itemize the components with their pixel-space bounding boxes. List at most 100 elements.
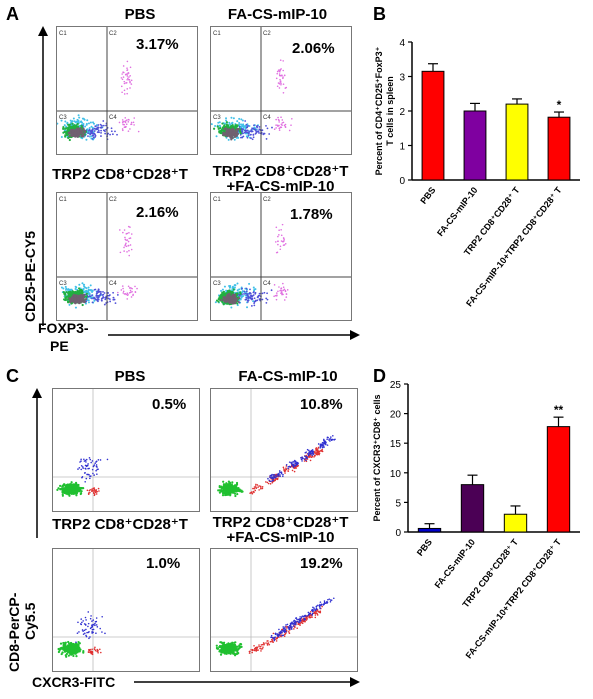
significance-marker: ** [554, 403, 564, 417]
event-dots [67, 127, 87, 138]
axis-label-a-x-line1: FOXP3- [38, 320, 89, 336]
event-dots [270, 597, 335, 642]
event-dots [57, 640, 85, 658]
flow-title-c-fa-cs-mip10: FA-CS-mIP-10 [238, 368, 338, 385]
y-axis-label: Percent of CXCR3⁺CD8⁺ cells [372, 394, 382, 521]
event-dots [273, 116, 293, 132]
bar [546, 426, 571, 533]
flow-percent-a-trp2-combo: 1.78% [290, 206, 333, 223]
bar [460, 484, 485, 533]
panel-letter-b: B [373, 4, 386, 24]
flow-percent-c-trp2: 1.0% [146, 555, 181, 572]
flow-plot-c-fa-cs [210, 388, 358, 512]
x-tick-label: FA-CS-mIP-10+TRP2 CD8⁺CD28⁺ T [464, 537, 564, 661]
y-tick-label: 0 [395, 528, 401, 539]
flow-plot-a-fa-cs: C1 C2 C3 C4 [210, 26, 352, 155]
quadrant-label: C3 [213, 281, 221, 287]
y-tick-label: 1 [399, 142, 405, 153]
event-dots [267, 434, 336, 483]
y-tick-label: 15 [390, 439, 402, 450]
event-dots [117, 285, 138, 300]
bar [463, 110, 487, 181]
quadrant-label: C3 [59, 115, 67, 121]
flow-plot-a-trp2: C1 C2 C3 C4 [56, 192, 198, 321]
axis-label-a-x-line2: PE [50, 338, 69, 354]
flow-percent-c-fa-cs: 10.8% [300, 396, 343, 413]
axis-arrow-c-x [134, 677, 360, 687]
flow-percent-c-pbs: 0.5% [152, 396, 187, 413]
axis-label-c-x: CXCR3-FITC [32, 674, 116, 690]
x-tick-label: FA-CS-mIP-10 [433, 537, 478, 590]
event-dots [56, 481, 85, 497]
event-dots [119, 225, 133, 257]
quadrant-label: C4 [109, 281, 117, 287]
significance-marker: * [557, 98, 562, 112]
x-tick-label: PBS [418, 185, 437, 206]
y-tick-label: 4 [399, 38, 405, 49]
flow-plot-c-trp2 [52, 548, 200, 672]
quadrant-label: C1 [59, 31, 67, 37]
event-dots [220, 292, 241, 305]
x-tick-label: FA-CS-mIP-10+TRP2 CD8⁺CD28⁺ T [464, 185, 564, 309]
flow-title-pbs: PBS [124, 6, 156, 23]
quadrant-label: C3 [213, 115, 221, 121]
event-dots [68, 293, 88, 305]
quadrant-label: C2 [263, 31, 271, 37]
flow-title-c-pbs: PBS [114, 368, 146, 385]
quadrant-label: C3 [59, 281, 67, 287]
axis-arrow-c-y [32, 388, 42, 538]
x-tick-label: PBS [415, 537, 434, 558]
bar [547, 116, 571, 181]
y-tick-label: 3 [399, 73, 405, 84]
event-dots [273, 282, 289, 301]
bar [417, 527, 442, 533]
flow-title-c-trp2: TRP2 CD8⁺CD28⁺T [52, 516, 188, 533]
flow-plot-a-pbs: C1 C2 C3 C4 [56, 26, 198, 155]
event-dots [77, 457, 109, 483]
quadrant-label: C1 [59, 197, 67, 203]
event-dots [86, 487, 100, 497]
event-dots [274, 223, 287, 254]
bar [421, 70, 445, 181]
y-tick-label: 25 [390, 380, 402, 391]
flow-percent-a-trp2: 2.16% [136, 204, 179, 221]
flow-title-trp2-combo-line2: +FA-CS-mIP-10 [226, 178, 335, 195]
flow-percent-a-pbs: 3.17% [136, 36, 179, 53]
flow-plot-a-trp2-combo: C1 C2 C3 C4 [210, 192, 352, 321]
flow-plot-c-pbs [52, 388, 200, 512]
panel-letter-c: C [6, 366, 19, 386]
flow-title-trp2: TRP2 CD8⁺CD28⁺T [52, 166, 188, 183]
y-axis-label: T cells in spleen [385, 76, 395, 146]
y-axis-label: Percent of CD4⁺CD25⁺FoxP3⁺ [374, 46, 384, 175]
flow-title-c-trp2-combo-line1: TRP2 CD8⁺CD28⁺T [212, 514, 349, 531]
quadrant-label: C1 [213, 197, 221, 203]
flow-title-trp2-combo-line1: TRP2 CD8⁺CD28⁺T [212, 163, 349, 180]
event-dots [217, 480, 244, 498]
axis-label-c-y-line1: CD8-PerCP- [6, 592, 22, 672]
quadrant-label: C4 [263, 281, 271, 287]
flow-title-c-trp2-combo-line2: +FA-CS-mIP-10 [226, 529, 335, 546]
bar [505, 103, 529, 181]
quadrant-label: C2 [109, 197, 117, 203]
bar [503, 513, 528, 533]
event-dots [221, 127, 240, 141]
flow-title-fa-cs-mip10: FA-CS-mIP-10 [227, 6, 328, 23]
quadrant-label: C1 [213, 31, 221, 37]
y-tick-label: 2 [399, 107, 405, 118]
panel-letter-d: D [373, 366, 386, 386]
y-tick-label: 0 [399, 176, 405, 187]
flow-percent-a-fa-cs: 2.06% [292, 40, 335, 57]
quadrant-label: C2 [263, 197, 271, 203]
quadrant-label: C2 [109, 31, 117, 37]
x-tick-label: FA-CS-mIP-10 [435, 185, 480, 238]
event-dots [75, 611, 106, 644]
event-dots [215, 641, 243, 657]
y-tick-label: 20 [390, 410, 402, 421]
event-dots [118, 117, 140, 133]
quadrant-label: C4 [109, 115, 117, 121]
flow-percent-c-trp2-combo: 19.2% [300, 555, 343, 572]
panel-letter-a: A [6, 4, 19, 24]
axis-arrow-a-y [38, 26, 48, 326]
